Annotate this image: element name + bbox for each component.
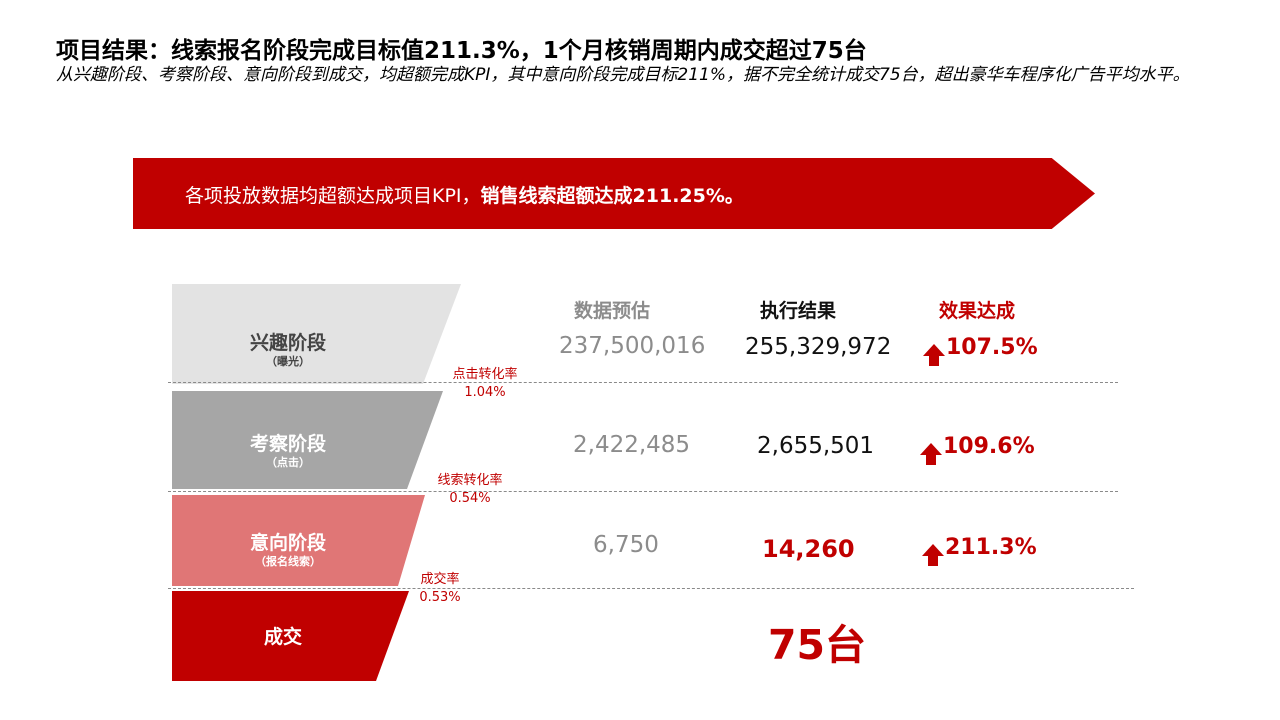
effect-percent: 109.6% — [943, 434, 1035, 459]
column-header-result: 执行结果 — [760, 300, 837, 322]
page-subtitle: 从兴趣阶段、考察阶段、意向阶段到成交，均超额完成KPI，其中意向阶段完成目标21… — [56, 65, 1190, 85]
funnel-stage-deal: 成交 — [172, 591, 409, 681]
rate-value: 0.53% — [419, 590, 461, 605]
stage-name: 兴趣阶段 — [249, 332, 326, 354]
stage-subtitle: （报名线索） — [255, 555, 321, 568]
separator-line — [168, 588, 1134, 589]
estimate-value: 6,750 — [593, 532, 659, 558]
page-title: 项目结果：线索报名阶段完成目标值211.3%，1个月核销周期内成交超过75台 — [56, 38, 867, 64]
conversion-rate-lead: 线索转化率 0.54% — [429, 472, 511, 508]
result-value: 2,655,501 — [757, 433, 875, 459]
estimate-value: 2,422,485 — [573, 432, 691, 458]
banner-text-normal: 各项投放数据均超额达成项目KPI， — [185, 185, 481, 207]
estimate-value: 237,500,016 — [559, 333, 706, 359]
rate-label: 点击转化率 — [452, 367, 518, 382]
rate-value: 1.04% — [464, 385, 506, 400]
column-header-estimate: 数据预估 — [574, 300, 651, 322]
conversion-rate-click: 点击转化率 1.04% — [444, 366, 526, 402]
column-header-effect: 效果达成 — [939, 300, 1016, 322]
kpi-banner: 各项投放数据均超额达成项目KPI，销售线索超额达成211.25%。 — [133, 158, 1095, 229]
effect-value: 107.5% — [923, 335, 1038, 366]
effect-value: 211.3% — [922, 535, 1037, 566]
effect-value: 109.6% — [920, 434, 1035, 465]
rate-label: 成交率 — [420, 572, 460, 587]
deal-count: 75台 — [768, 621, 867, 669]
separator-line — [168, 382, 1118, 383]
rate-value: 0.54% — [449, 491, 491, 506]
effect-percent: 107.5% — [946, 335, 1038, 360]
stage-name: 成交 — [263, 626, 302, 648]
stage-subtitle: （点击） — [266, 456, 310, 469]
result-value: 255,329,972 — [745, 334, 892, 360]
rate-label: 线索转化率 — [437, 473, 503, 488]
separator-line — [168, 491, 1118, 492]
funnel-stage-intent: 意向阶段 （报名线索） — [172, 495, 425, 586]
stage-name: 意向阶段 — [249, 532, 326, 554]
effect-percent: 211.3% — [945, 535, 1037, 560]
stage-name: 考察阶段 — [249, 433, 326, 455]
banner-text: 各项投放数据均超额达成项目KPI，销售线索超额达成211.25%。 — [185, 158, 744, 229]
result-value: 14,260 — [762, 535, 855, 563]
funnel-stage-interest: 兴趣阶段 （曝光） — [172, 284, 461, 384]
banner-text-bold: 销售线索超额达成211.25%。 — [480, 185, 744, 207]
funnel-stage-consider: 考察阶段 （点击） — [172, 391, 443, 489]
conversion-rate-deal: 成交率 0.53% — [402, 571, 478, 607]
stage-subtitle: （曝光） — [266, 355, 310, 368]
